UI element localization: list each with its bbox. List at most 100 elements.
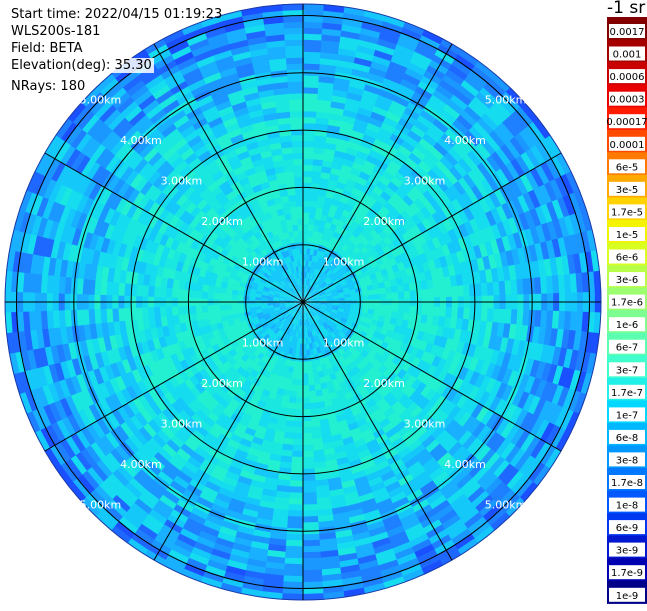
- data-bin: [303, 93, 318, 100]
- data-bin: [386, 293, 393, 300]
- data-bin: [284, 552, 303, 559]
- data-bin: [293, 159, 304, 166]
- data-bin: [288, 93, 303, 100]
- data-bin: [29, 291, 35, 311]
- data-bin: [302, 581, 323, 588]
- range-label: 3.00km: [404, 174, 446, 187]
- data-bin: [303, 99, 318, 106]
- data-bin: [296, 385, 303, 392]
- data-bin: [289, 480, 303, 487]
- data-bin: [286, 57, 304, 64]
- data-bin: [290, 117, 304, 124]
- data-bin: [303, 236, 308, 243]
- data-bin: [178, 306, 185, 315]
- colorbar-label: 6e-8: [616, 433, 639, 444]
- data-bin: [285, 540, 303, 547]
- range-label: 4.00km: [120, 458, 162, 471]
- colorbar-label: 1e-8: [616, 501, 639, 512]
- data-bin: [289, 486, 303, 493]
- data-bin: [302, 576, 323, 583]
- data-bin: [422, 306, 429, 315]
- data-bin: [303, 141, 315, 148]
- data-bin: [292, 439, 303, 446]
- colorbar-label: 1e-6: [616, 320, 639, 331]
- data-bin: [231, 304, 238, 310]
- elevation-text: Elevation(deg): 35.30: [11, 58, 154, 73]
- data-bin: [297, 373, 303, 380]
- start-time-text: Start time: 2022/04/15 01:19:23: [11, 6, 222, 23]
- data-bin: [296, 206, 303, 213]
- data-bin: [303, 200, 311, 207]
- colorbar-label: 0.0006: [610, 72, 645, 83]
- data-bin: [172, 288, 179, 298]
- data-bin: [439, 287, 446, 298]
- data-bin: [284, 558, 303, 565]
- data-bin: [302, 492, 317, 499]
- range-label: 3.00km: [404, 418, 446, 431]
- data-bin: [345, 297, 352, 301]
- data-bin: [292, 445, 303, 452]
- data-bin: [303, 51, 322, 58]
- range-label: 2.00km: [363, 377, 405, 390]
- data-bin: [166, 287, 173, 297]
- data-bin: [362, 295, 369, 300]
- data-bin: [283, 564, 303, 571]
- data-bin: [213, 292, 220, 299]
- data-bin: [297, 379, 303, 386]
- colorbar-label: 6e-5: [616, 162, 639, 173]
- data-bin: [294, 421, 303, 428]
- data-bin: [303, 421, 312, 428]
- data-bin: [294, 176, 303, 183]
- data-bin: [302, 540, 320, 547]
- colorbar-label: 6e-6: [616, 253, 639, 264]
- colorbar-label: 1e-9: [616, 591, 639, 602]
- data-bin: [288, 87, 304, 94]
- colorbar-label: 0.001: [613, 50, 642, 61]
- data-bin: [303, 194, 311, 201]
- data-bin: [302, 558, 321, 565]
- data-bin: [571, 292, 577, 312]
- data-bin: [286, 522, 303, 529]
- data-bin: [292, 147, 303, 154]
- data-bin: [284, 33, 304, 40]
- data-bin: [433, 288, 440, 298]
- colorbar-label: 6e-7: [616, 343, 639, 354]
- data-bin: [374, 294, 381, 300]
- range-label: 2.00km: [201, 377, 243, 390]
- data-bin: [303, 159, 314, 166]
- range-label: 2.00km: [363, 215, 405, 228]
- colorbar-label: 0.00017: [606, 117, 647, 128]
- data-bin: [302, 498, 317, 505]
- data-bin: [303, 171, 313, 178]
- data-bin: [293, 153, 304, 160]
- data-bin: [433, 307, 440, 317]
- data-bin: [303, 391, 310, 398]
- range-label: 5.00km: [80, 499, 122, 512]
- range-label: 1.00km: [242, 256, 284, 269]
- data-bin: [289, 105, 304, 112]
- colorbar-label: 1.7e-9: [611, 568, 643, 579]
- data-bin: [302, 439, 313, 446]
- data-bin: [298, 367, 303, 374]
- colorbar-label: 3e-7: [616, 365, 639, 376]
- data-bin: [303, 379, 309, 386]
- data-bin: [296, 194, 304, 201]
- colorbar-label: 3e-9: [616, 546, 639, 557]
- data-bin: [308, 379, 315, 386]
- data-bin: [303, 224, 309, 231]
- data-bin: [293, 433, 303, 440]
- data-bin: [286, 51, 305, 58]
- data-bin: [303, 373, 309, 380]
- range-label: 5.00km: [80, 93, 122, 106]
- data-bin: [302, 570, 322, 577]
- data-bin: [195, 290, 202, 298]
- data-bin: [300, 344, 304, 351]
- data-bin: [303, 230, 308, 237]
- data-bin: [293, 165, 303, 172]
- colorbar-label: 6e-9: [616, 523, 639, 534]
- data-bin: [289, 492, 304, 499]
- range-label: 4.00km: [120, 134, 162, 147]
- data-bin: [291, 212, 298, 219]
- data-bin: [287, 516, 303, 523]
- data-bin: [303, 111, 317, 118]
